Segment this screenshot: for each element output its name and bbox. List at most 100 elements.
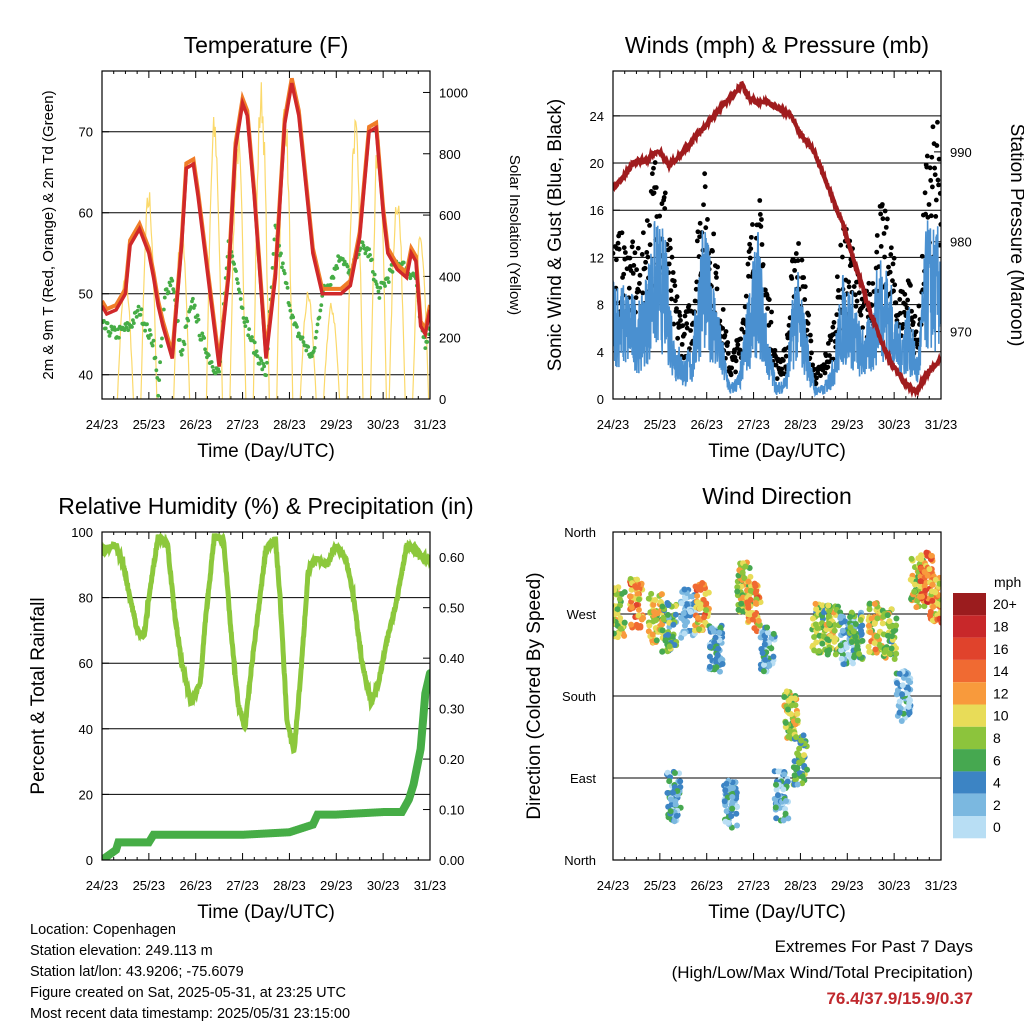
direction-point [755,617,762,624]
legend-label: 12 [993,685,1009,701]
direction-point [660,614,667,621]
dewpoint-point [291,315,296,320]
gust-point [653,185,659,190]
direction-point [775,768,782,775]
direction-point [866,606,873,613]
direction-point [930,603,937,610]
dewpoint-point [160,336,164,341]
gust-point [813,381,819,386]
direction-point [716,629,723,636]
direction-point [729,805,736,812]
y-right-tick-label: 0.40 [439,651,464,666]
temperature-data [102,77,430,399]
dewpoint-point [148,332,153,337]
gust-point [747,255,753,261]
dewpoint-point [236,287,241,292]
gust-point [688,328,693,333]
gust-point [932,172,938,178]
gust-point [930,124,936,130]
direction-point [936,580,941,587]
dewpoint-point [170,278,175,283]
dewpoint-point [177,337,182,342]
direction-point [761,641,768,648]
gust-point [684,325,690,331]
gust-point [902,301,908,307]
direction-point [849,660,856,667]
direction-point [687,608,694,615]
dewpoint-point [247,327,252,332]
direction-point [908,555,915,562]
direction-point [713,659,720,666]
direction-point [613,630,617,637]
gust-point [900,321,906,327]
y-right-tick-label: 1000 [439,85,468,100]
gust-point [927,165,933,171]
dewpoint-point [376,289,381,294]
direction-point [783,798,790,805]
dewpoint-point [153,355,158,360]
direction-point [782,719,789,726]
direction-point [723,780,730,787]
dewpoint-point [250,335,254,339]
gust-point [825,341,831,346]
winds-data [613,80,941,399]
direction-point [847,624,854,631]
direction-point [816,648,823,655]
gust-point [647,242,653,248]
dewpoint-point [287,303,292,308]
direction-point [697,601,704,608]
direction-point [813,639,820,646]
gust-point [694,238,700,244]
dewpoint-point [167,280,172,285]
direction-point [801,752,808,759]
direction-point [812,600,819,607]
gust-point [678,318,683,323]
dewpoint-point [184,324,189,329]
y-right-tick-label: 990 [950,145,972,160]
gust-point [667,237,673,243]
dewpoint-point [358,246,363,251]
gust-point [928,213,934,219]
direction-point [793,734,800,741]
gust-point [786,322,792,328]
dewpoint-point [260,367,265,372]
direction-point [919,593,926,600]
y-tick-label: East [570,771,596,786]
direction-point [621,632,628,639]
y-tick-label: 40 [79,722,93,737]
direction-point [922,587,929,594]
direction-point [848,639,855,646]
gust-point [739,326,745,332]
legend-swatch [953,771,986,794]
gust-point [840,254,845,260]
dewpoint-point [124,325,129,330]
gust-point [619,230,625,236]
gust-point [674,294,680,300]
direction-point [770,630,777,637]
dewpoint-point [210,365,215,369]
gust-point [757,198,763,203]
gust-point [669,296,674,302]
direction-point [682,595,689,602]
gust-point [867,292,873,297]
x-tick-label: 25/23 [133,878,166,893]
gust-point [880,216,886,222]
gust-point [874,249,880,255]
gust-point [651,165,656,171]
plot-frame [612,70,942,400]
x-axis-label: Time (Day/UTC) [708,902,846,923]
dewpoint-point [427,332,430,337]
direction-point [621,619,628,626]
y-tick-label: West [567,607,597,622]
y-tick-label: 16 [590,203,604,218]
direction-point [765,661,772,668]
direction-point [645,595,652,602]
gust-point [852,292,858,298]
direction-point [733,804,740,811]
y-right-tick-label: 0.20 [439,752,464,767]
x-tick-label: 27/23 [226,417,259,432]
legend-label: 20+ [993,596,1017,612]
dewpoint-point [203,347,207,352]
dewpoint-point [296,331,301,336]
direction-point [791,772,798,779]
